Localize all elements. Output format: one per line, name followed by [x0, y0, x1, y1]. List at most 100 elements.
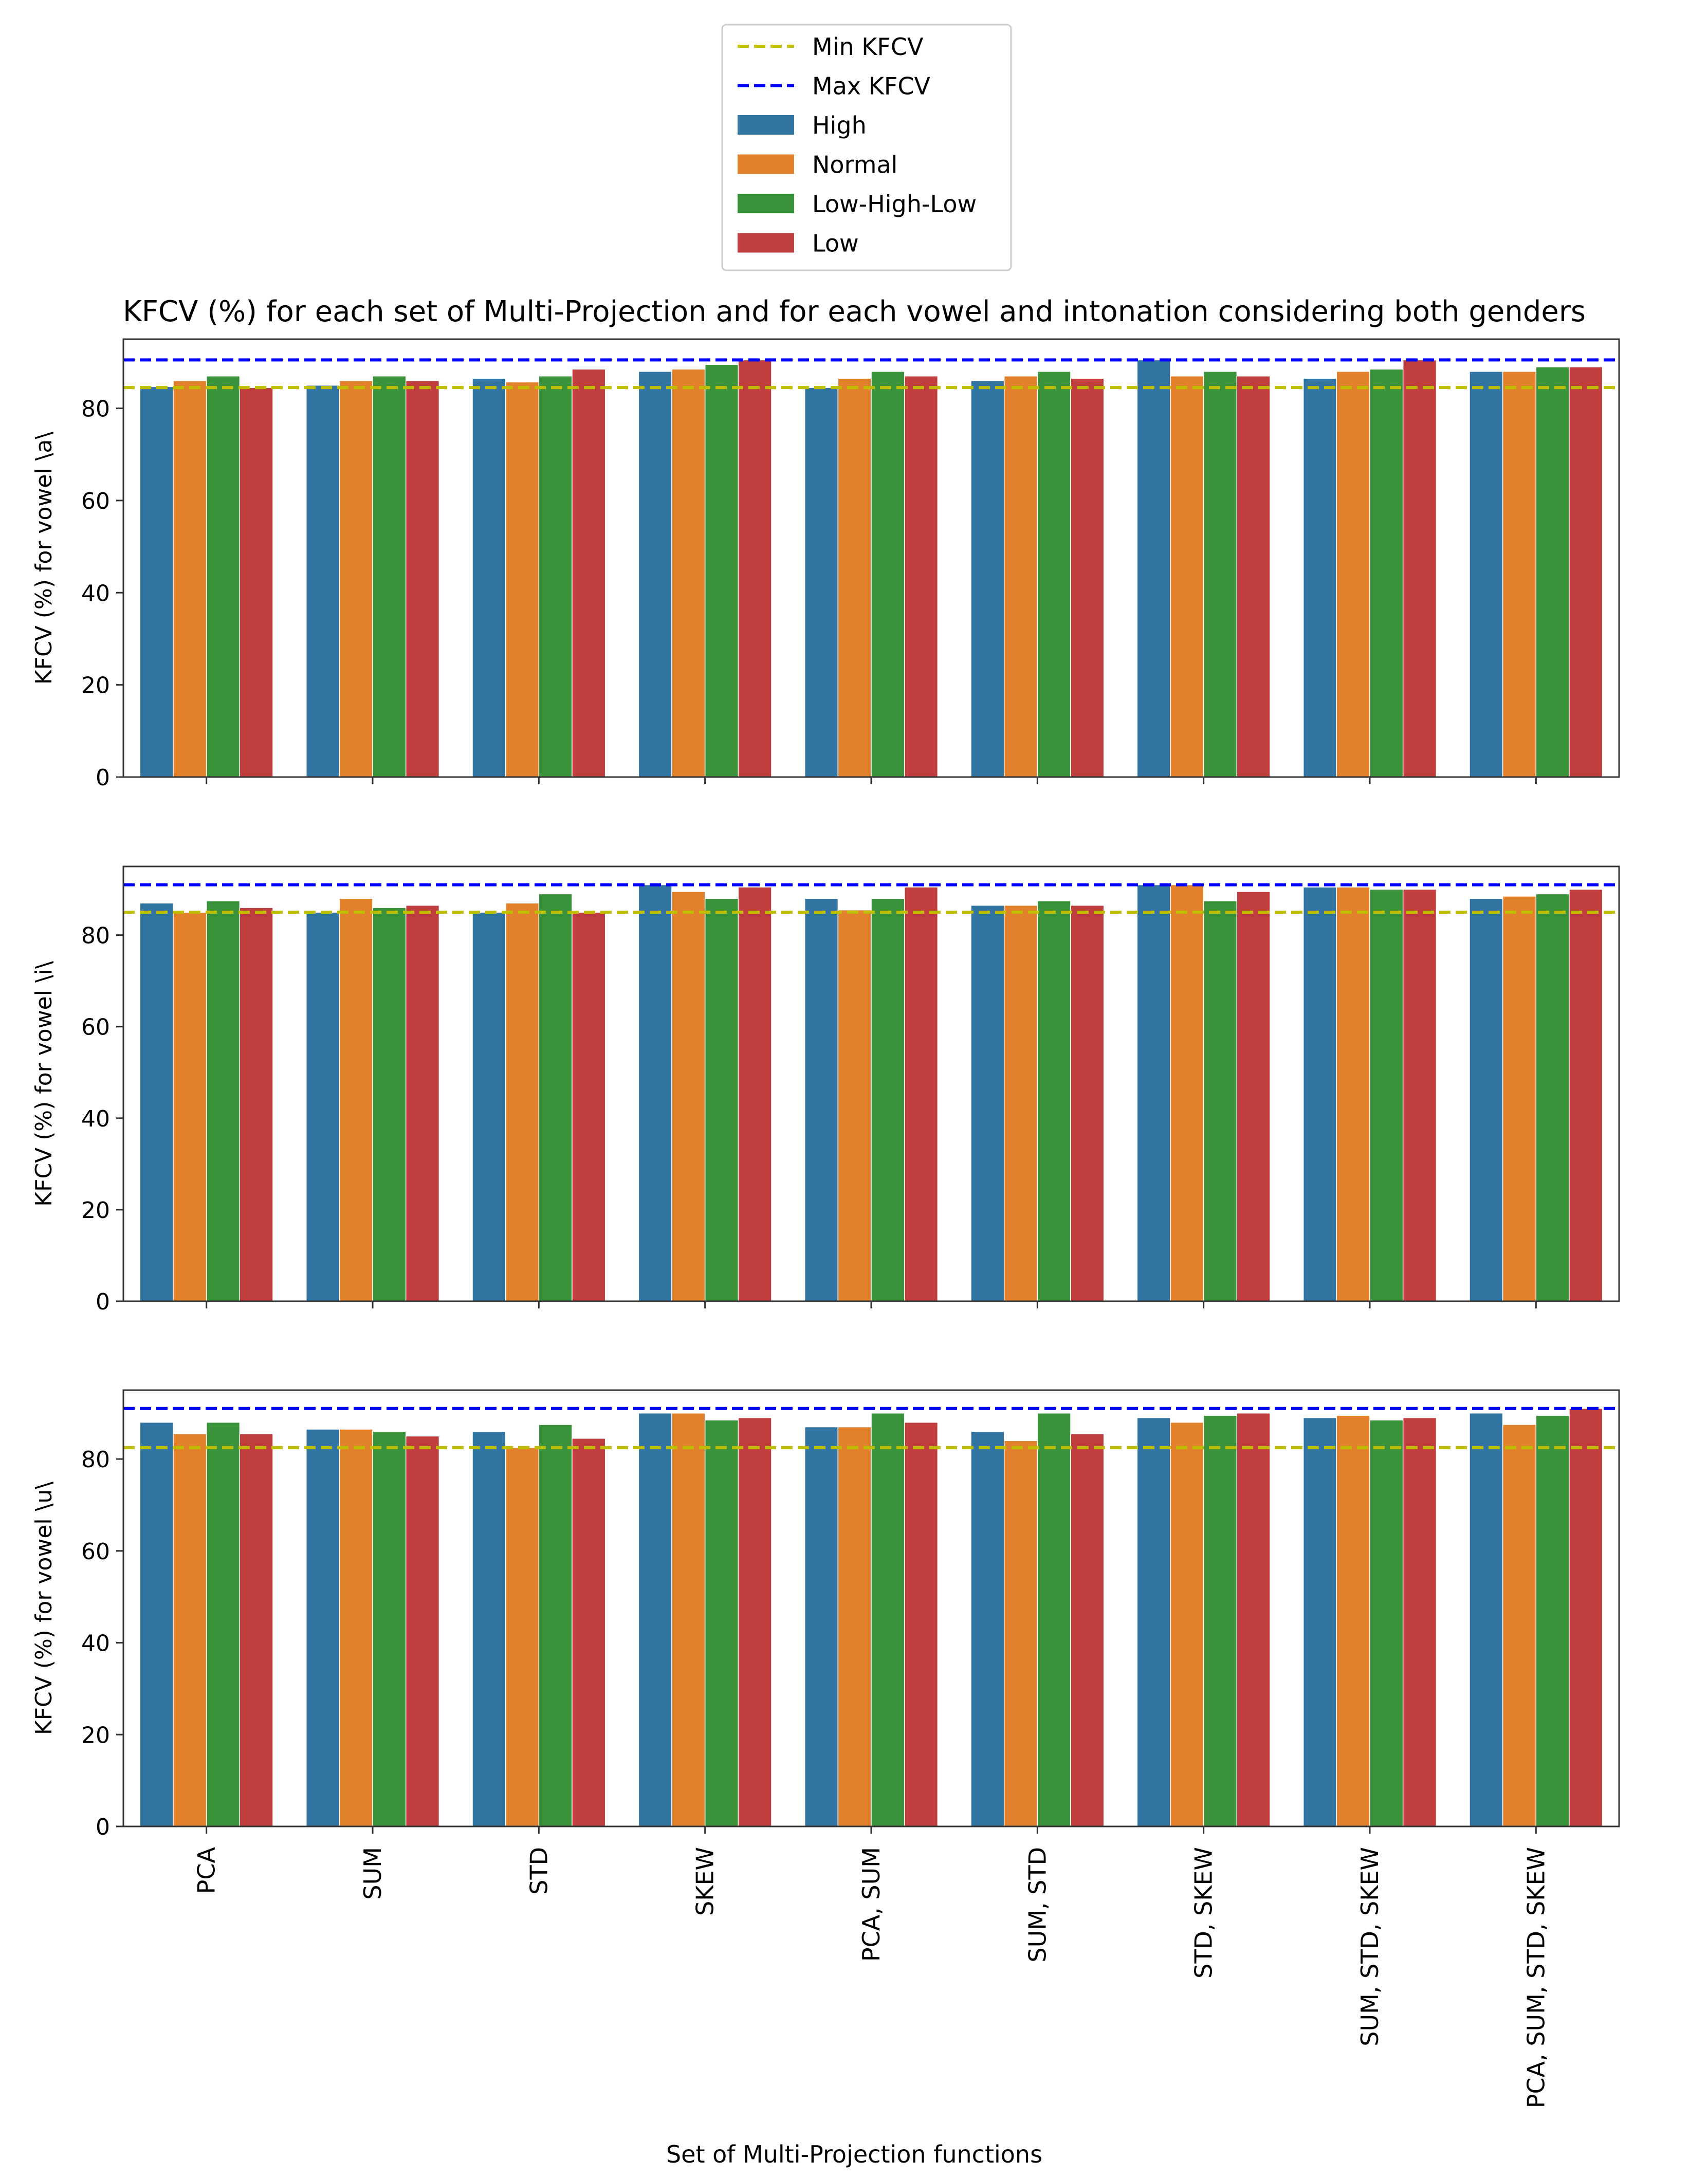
bar-low-std-skew [1236, 1412, 1271, 1827]
bar-low-high-low-std-skew [1203, 900, 1238, 1302]
bar-normal-std-skew [1170, 375, 1204, 778]
y-tick-label: 0 [96, 765, 110, 791]
legend-frame [721, 24, 1012, 271]
x-tick-label-sum-std: SUM, STD [1023, 1847, 1051, 1963]
bar-low-sum [405, 380, 440, 778]
bar-low-pca-sum [904, 375, 939, 778]
bar-low-skew [738, 887, 772, 1302]
bar-normal-std-skew [1170, 884, 1204, 1302]
x-tick-label-std: STD [525, 1847, 553, 1895]
y-tick-label: 40 [81, 1106, 110, 1132]
bar-low-sum-std-skew [1402, 359, 1437, 778]
x-tick-label-sum-std-skew: SUM, STD, SKEW [1356, 1847, 1384, 2046]
bar-normal-std-skew [1170, 1421, 1204, 1827]
x-axis-label: Set of Multi-Projection functions [666, 2140, 1042, 2168]
y-axis-label: KFCV (%) for vowel \i\ [31, 961, 57, 1207]
legend-normal-label: Normal [812, 151, 897, 179]
bar-low-skew [738, 359, 772, 778]
bar-low-std-skew [1236, 375, 1271, 778]
bar-low-high-low-std [538, 1424, 573, 1827]
bar-high-pca [139, 386, 174, 778]
bar-normal-skew [671, 1412, 706, 1827]
bar-low-high-low-pca [206, 1421, 241, 1827]
bar-high-pca [139, 1421, 174, 1827]
bar-low-std [572, 912, 606, 1302]
bar-low-high-low-sum-std-skew [1369, 889, 1404, 1302]
bar-low-pca-sum [904, 1421, 939, 1827]
panel-3: 0 20 40 60 80 KFCV (%) for vowel \u\ PCA SUM STD… [31, 1389, 1620, 2108]
legend-low-label: Low [812, 230, 859, 257]
bar-normal-pca-sum [837, 1426, 872, 1827]
bar-low-sum-std-skew [1402, 889, 1437, 1302]
bar-normal-sum-std [1003, 904, 1038, 1302]
bar-low-sum [405, 904, 440, 1302]
bar-normal-sum-std-skew [1336, 887, 1370, 1302]
legend-high-label: High [812, 112, 867, 139]
y-tick-label: 60 [81, 1014, 110, 1041]
bar-high-sum-std [970, 380, 1005, 778]
bar-low-std [572, 1438, 606, 1827]
bar-high-pca-sum [804, 898, 839, 1302]
bar-normal-sum [339, 898, 373, 1302]
bar-normal-sum [339, 1429, 373, 1827]
bar-low-pca [239, 1433, 273, 1827]
bar-high-std [472, 912, 506, 1302]
bar-high-sum [305, 1429, 340, 1827]
bar-low-high-low-sum-std-skew [1369, 368, 1404, 778]
bar-low-high-low-sum-std [1037, 900, 1071, 1302]
bar-low-high-low-sum-std-skew [1369, 1419, 1404, 1827]
legend: Min KFCV Max KFCV High Normal Low-High-Low Lo… [721, 24, 1012, 271]
bar-high-pca-sum [804, 387, 839, 778]
bar-high-sum [305, 384, 340, 778]
bar-normal-sum-std-skew [1336, 1415, 1370, 1827]
bar-high-pca-sum-std-skew [1469, 898, 1503, 1302]
bar-normal-pca [173, 912, 207, 1302]
y-axis-label: KFCV (%) for vowel \a\ [31, 432, 57, 685]
bar-low-high-low-std [538, 375, 573, 778]
bar-low-high-low-std-skew [1203, 1415, 1238, 1827]
bar-high-pca-sum-std-skew [1469, 371, 1503, 778]
bar-high-std-skew [1136, 359, 1171, 778]
y-tick-label: 20 [81, 1197, 110, 1224]
bar-low-high-low-pca-sum-std-skew [1535, 1415, 1570, 1827]
bar-normal-std [505, 902, 540, 1302]
bar-high-pca-sum-std-skew [1469, 1412, 1503, 1827]
bar-low-pca [239, 387, 273, 778]
bar-high-pca-sum [804, 1426, 839, 1827]
y-tick-label: 40 [81, 580, 110, 606]
bar-normal-skew [671, 891, 706, 1302]
bar-low-pca-sum-std-skew [1569, 366, 1603, 778]
bar-high-sum-std-skew [1302, 378, 1337, 778]
x-tick-label-pca-sum-std-skew: PCA, SUM, STD, SKEW [1522, 1847, 1550, 2108]
bar-high-std-skew [1136, 1417, 1171, 1827]
x-tick-label-pca-sum: PCA, SUM [857, 1847, 885, 1962]
bar-low-pca-sum [904, 887, 939, 1302]
x-tick-label-pca: PCA [193, 1846, 221, 1894]
bar-low-pca-sum-std-skew [1569, 889, 1603, 1302]
bar-high-sum-std-skew [1302, 1417, 1337, 1827]
bar-normal-std [505, 1447, 540, 1827]
bar-low-high-low-pca [206, 900, 241, 1302]
bar-low-high-low-sum [372, 375, 407, 778]
y-tick-label: 20 [81, 673, 110, 699]
chart-title: KFCV (%) for each set of Multi-Projectio… [123, 295, 1586, 328]
bar-high-skew [638, 1412, 672, 1827]
x-tick-label-std-skew: STD, SKEW [1190, 1847, 1218, 1979]
bar-low-sum-std [1070, 378, 1105, 778]
panel-2: 0 20 40 60 80 KFCV (%) for vowel \i\ [31, 865, 1620, 1315]
legend-max-kfcv-label: Max KFCV [812, 72, 930, 100]
bar-high-std [472, 1431, 506, 1827]
y-tick-label: 0 [96, 1814, 110, 1840]
bar-low-high-low-sum-std [1037, 371, 1071, 778]
bar-normal-sum-std [1003, 1440, 1038, 1827]
legend-low-high-low-label: Low-High-Low [812, 190, 977, 218]
y-tick-label: 0 [96, 1289, 110, 1315]
bar-high-skew [638, 371, 672, 778]
bar-high-sum [305, 912, 340, 1302]
bar-low-high-low-sum [372, 907, 407, 1302]
bar-low-high-low-pca-sum-std-skew [1535, 366, 1570, 778]
bar-normal-sum-std-skew [1336, 371, 1370, 778]
x-tick-label-skew: SKEW [691, 1847, 719, 1916]
y-tick-label: 80 [81, 1447, 110, 1473]
bar-low-high-low-pca-sum [871, 371, 905, 778]
